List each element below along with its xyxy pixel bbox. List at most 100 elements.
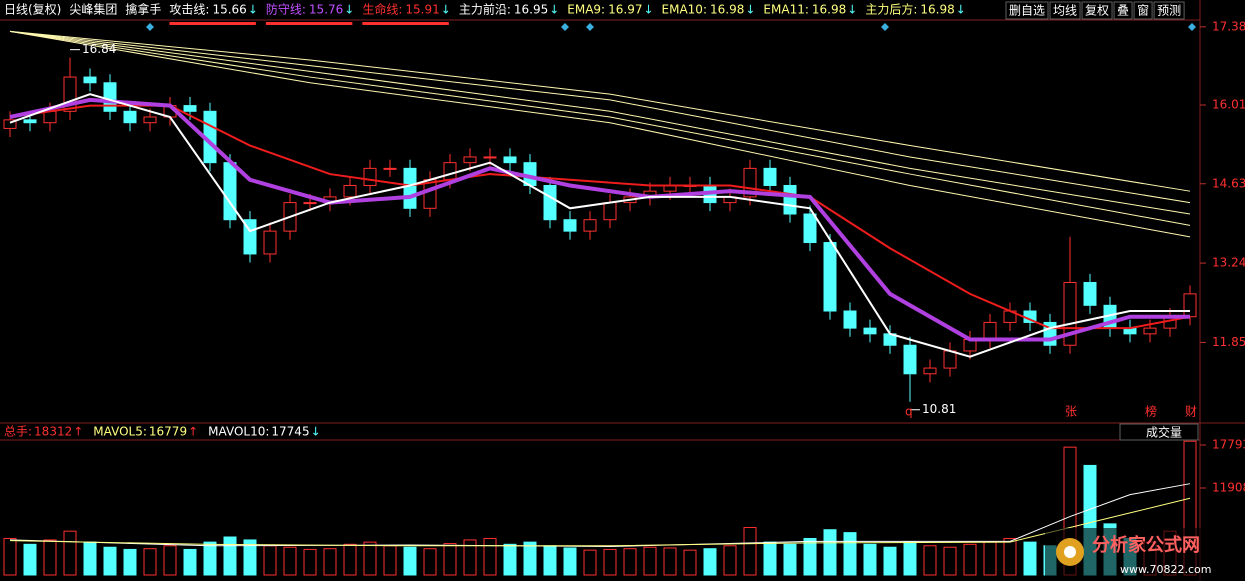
volume-bar xyxy=(323,548,337,576)
volume-bar xyxy=(843,532,857,576)
toolbar-button[interactable] xyxy=(1049,1,1081,20)
indicator-value: 16.95 xyxy=(514,3,548,17)
ma-line xyxy=(9,104,1191,330)
volume-bar xyxy=(243,539,257,576)
candle-body xyxy=(143,116,157,124)
indicator-label: 生命线: xyxy=(362,2,402,17)
toolbar-button-label[interactable]: 窗 xyxy=(1137,4,1149,18)
marker-diamond xyxy=(586,23,594,31)
y-tick-label: 11.85 xyxy=(1212,335,1245,349)
candle-body xyxy=(763,167,777,186)
volume-label: MAVOL5: xyxy=(93,425,147,439)
toolbar-button[interactable] xyxy=(1113,1,1133,20)
header-period: 日线(复权) xyxy=(4,3,61,17)
candle-body xyxy=(783,184,797,215)
marker-diamond xyxy=(881,23,889,31)
indicator-arrow: ↓ xyxy=(441,3,451,17)
watermark-url: www.70822.com xyxy=(1120,563,1211,576)
volume-bar xyxy=(363,541,377,576)
candle-body xyxy=(943,350,957,369)
indicator-value: 16.98 xyxy=(710,3,744,17)
volume-bar xyxy=(123,548,137,576)
volume-bar xyxy=(63,530,77,576)
candle-body xyxy=(483,156,497,159)
candle-body xyxy=(3,119,17,129)
indicator-arrow: ↓ xyxy=(847,3,857,17)
toolbar-button[interactable] xyxy=(1081,1,1113,20)
volume-bar xyxy=(543,545,557,576)
toolbar-button[interactable] xyxy=(1005,1,1049,20)
y-tick-label: 17793 xyxy=(1212,438,1245,452)
header-indicator: 擒拿手 xyxy=(125,2,161,17)
candle-body xyxy=(1083,281,1097,306)
marker-diamond xyxy=(146,23,154,31)
volume-bar xyxy=(183,548,197,576)
candle-body xyxy=(503,156,517,164)
volume-bar xyxy=(683,549,697,576)
candle-body xyxy=(443,162,457,181)
volume-bar xyxy=(823,529,837,576)
toolbar-button-label[interactable]: 叠 xyxy=(1117,4,1129,18)
volume-select[interactable] xyxy=(1119,423,1199,441)
candle-body xyxy=(1063,281,1077,346)
candle-body xyxy=(43,110,57,124)
indicator-value: 15.91 xyxy=(405,3,439,17)
volume-bar xyxy=(523,541,537,576)
volume-bar xyxy=(343,543,357,576)
volume-bar xyxy=(643,546,657,576)
volume-bar xyxy=(703,548,717,576)
indicator-arrow: ↓ xyxy=(549,3,559,17)
volume-bar xyxy=(223,536,237,576)
candle-body xyxy=(23,119,37,124)
y-tick-label: 17.38 xyxy=(1212,19,1245,33)
volume-bar xyxy=(763,541,777,576)
y-tick-label: 14.63 xyxy=(1212,176,1245,190)
toolbar-button[interactable] xyxy=(1153,1,1185,20)
volume-value: 18312 xyxy=(34,425,72,439)
toolbar-button-label[interactable]: 预测 xyxy=(1157,4,1181,18)
candle-body xyxy=(543,184,557,221)
volume-bar xyxy=(663,547,677,576)
volume-arrow: ↑ xyxy=(188,425,198,439)
volume-bar xyxy=(783,543,797,576)
volume-bar xyxy=(903,541,917,576)
volume-bar xyxy=(1023,541,1037,576)
ma-line xyxy=(9,30,1191,204)
volume-value: 17745 xyxy=(271,425,309,439)
candle-body xyxy=(583,219,597,232)
toolbar-button-label[interactable]: 复权 xyxy=(1085,4,1109,18)
candle-body xyxy=(303,202,317,205)
indicator-label: EMA11: xyxy=(763,3,808,17)
candle-body xyxy=(263,230,277,255)
indicator-value: 16.97 xyxy=(608,3,642,17)
annotation: 16.84 xyxy=(82,42,116,56)
event-marker[interactable]: 财 xyxy=(1185,405,1197,419)
volume-bar xyxy=(1003,537,1017,576)
candle-body xyxy=(363,167,377,186)
event-marker[interactable]: 榜 xyxy=(1145,404,1157,419)
event-marker[interactable]: q xyxy=(905,405,913,419)
indicator-underline xyxy=(169,22,256,25)
ma-line xyxy=(9,97,1190,342)
volume-bar xyxy=(463,539,477,576)
event-marker[interactable]: 张 xyxy=(1065,405,1077,419)
volume-bar xyxy=(743,527,757,576)
toolbar-button[interactable] xyxy=(1133,1,1153,20)
candle-body xyxy=(83,76,97,84)
candle-body xyxy=(1183,293,1197,318)
volume-bar xyxy=(203,541,217,576)
candle-body xyxy=(383,167,397,170)
indicator-label: 攻击线: xyxy=(169,3,209,17)
toolbar-button-label[interactable]: 均线 xyxy=(1053,4,1077,18)
toolbar-button-label[interactable]: 删自选 xyxy=(1009,4,1045,18)
marker-diamond xyxy=(1188,23,1196,31)
ma-line xyxy=(9,30,1191,192)
ma-line xyxy=(9,30,1191,226)
annotation: 10.81 xyxy=(922,402,956,416)
candle-body xyxy=(183,105,197,112)
volume-select-label[interactable]: 成交量 xyxy=(1146,425,1182,440)
y-tick-label: 16.01 xyxy=(1212,98,1245,112)
